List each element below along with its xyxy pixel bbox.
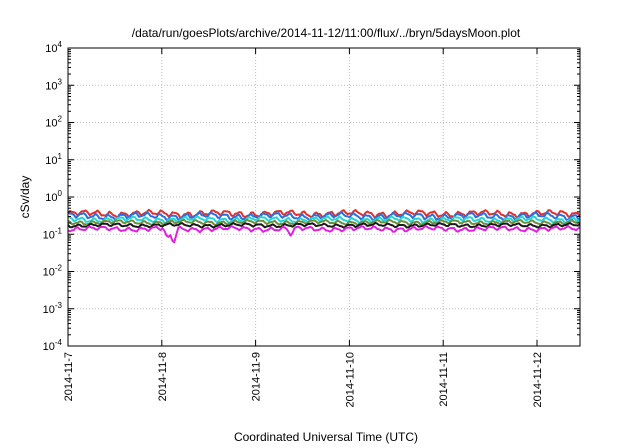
y-tick-exponent: 4 <box>58 40 63 49</box>
y-tick-base: 10 <box>45 155 57 167</box>
y-tick-exponent: 3 <box>58 77 63 86</box>
y-tick-base: 10 <box>45 43 57 55</box>
x-tick-label: 2014-11-8 <box>157 352 169 401</box>
y-tick-label: 10-2 <box>43 264 63 279</box>
y-tick-base: 10 <box>45 192 57 204</box>
x-tick-label: 2014-11-10 <box>344 352 356 407</box>
x-tick-label: 2014-11-7 <box>63 352 75 401</box>
series-line <box>67 222 581 229</box>
y-tick-label: 104 <box>45 40 62 55</box>
series-line <box>67 218 580 227</box>
y-tick-base: 10 <box>45 80 57 92</box>
y-tick-label: 10-3 <box>43 301 63 316</box>
grid-lines <box>68 48 580 346</box>
x-axis-label: Coordinated Universal Time (UTC) <box>234 430 418 444</box>
y-tick-label: 100 <box>45 189 62 204</box>
y-tick-label: 10-1 <box>43 226 63 241</box>
x-tick-label: 2014-11-9 <box>251 352 263 401</box>
y-tick-exponent: 1 <box>58 152 63 161</box>
y-axis-label: cSv/day <box>18 176 32 219</box>
y-tick-label: 10-4 <box>43 338 63 353</box>
x-tick-label: 2014-11-12 <box>532 352 544 407</box>
y-tick-exponent: -1 <box>55 226 63 235</box>
series-line <box>67 211 581 222</box>
y-tick-base: 10 <box>43 267 55 279</box>
y-tick-label: 102 <box>45 115 62 130</box>
y-tick-base: 10 <box>43 229 55 241</box>
series-group <box>67 208 581 244</box>
y-tick-base: 10 <box>43 341 55 353</box>
series-line <box>67 225 581 244</box>
y-tick-label: 103 <box>45 77 62 92</box>
y-tick-exponent: 0 <box>58 189 63 198</box>
y-tick-base: 10 <box>43 304 55 316</box>
y-tick-exponent: -4 <box>55 338 63 347</box>
y-tick-exponent: -3 <box>55 301 63 310</box>
y-tick-label: 101 <box>45 152 62 167</box>
series-line <box>68 215 581 225</box>
y-tick-exponent: -2 <box>55 264 63 273</box>
y-tick-base: 10 <box>45 118 57 130</box>
y-tick-exponent: 2 <box>58 115 63 124</box>
chart-title: /data/run/goesPlots/archive/2014-11-12/1… <box>132 26 521 40</box>
ticks <box>67 47 580 347</box>
x-tick-label: 2014-11-11 <box>438 352 450 407</box>
x-tick-labels: 2014-11-7 2014-11-8 2014-11-9 2014-11-10 201… <box>63 352 544 407</box>
